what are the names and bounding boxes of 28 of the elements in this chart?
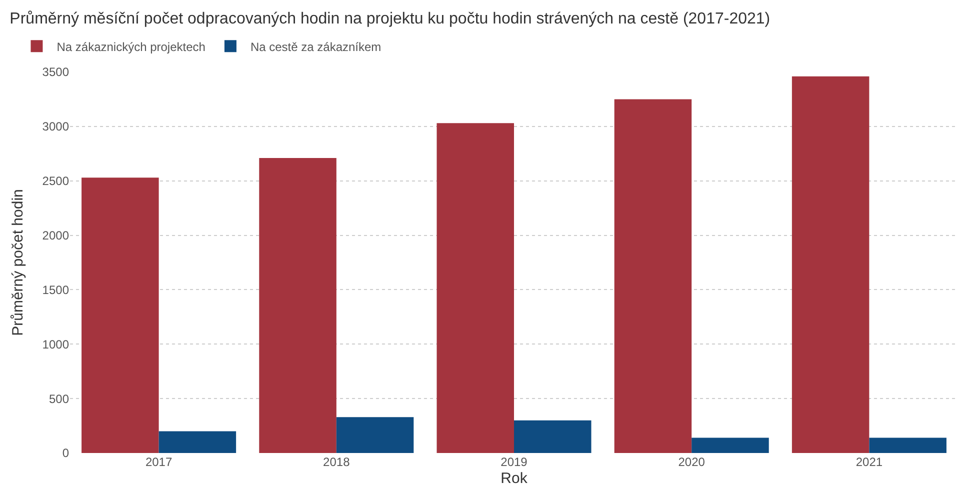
x-tick-label: 2019 bbox=[500, 455, 528, 469]
y-tick-label: 1000 bbox=[42, 337, 70, 352]
bar bbox=[614, 99, 692, 453]
y-tick-label: 2000 bbox=[42, 228, 70, 242]
x-tick-label: 2021 bbox=[856, 455, 883, 469]
bar bbox=[336, 417, 414, 453]
y-tick-label: 1500 bbox=[42, 282, 70, 297]
legend-label: Na cestě za zákazníkem bbox=[250, 40, 382, 54]
bar bbox=[158, 431, 236, 453]
bar bbox=[792, 76, 870, 453]
x-tick-label: 2018 bbox=[323, 455, 350, 469]
bar bbox=[692, 438, 769, 453]
x-tick-label: 2017 bbox=[145, 455, 172, 469]
bar bbox=[82, 178, 159, 453]
y-tick-label: 2500 bbox=[42, 174, 70, 188]
bar bbox=[436, 123, 514, 453]
x-tick-label: 2020 bbox=[678, 455, 706, 469]
bar bbox=[869, 438, 946, 453]
bar bbox=[514, 420, 592, 453]
y-axis-title: Průměrný počet hodin bbox=[10, 189, 27, 336]
y-tick-label: 0 bbox=[62, 446, 70, 460]
x-axis-title: Rok bbox=[500, 470, 528, 487]
bar bbox=[259, 158, 336, 453]
legend-label: Na zákaznických projektech bbox=[56, 40, 206, 54]
y-tick-label: 3500 bbox=[42, 65, 70, 80]
y-tick-label: 500 bbox=[48, 392, 70, 406]
chart-title: Průměrný měsíční počet odpracovaných hodin na projektu ku počtu hodin strávených na cestě (2017-2021) bbox=[10, 10, 770, 28]
y-tick-label: 3000 bbox=[42, 120, 70, 134]
